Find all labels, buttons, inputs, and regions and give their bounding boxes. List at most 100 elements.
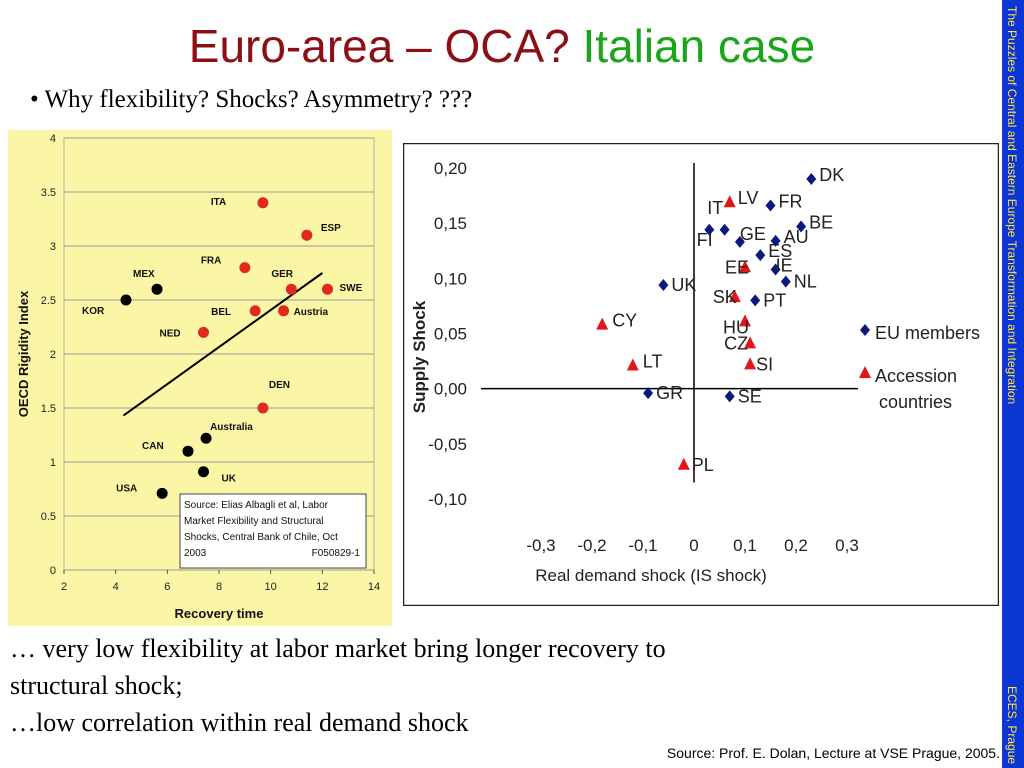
x-tick-label: 0 xyxy=(689,536,698,555)
source-annotation-box xyxy=(179,493,367,569)
data-point xyxy=(739,314,751,327)
sidebar-course-title: The Puzzles of Central and Eastern Europ… xyxy=(1005,6,1019,405)
x-tick-label: 4 xyxy=(113,581,119,593)
point-label: IE xyxy=(776,256,793,276)
point-label: LT xyxy=(643,351,663,371)
slide-title: Euro-area – OCA? Italian case xyxy=(0,18,1004,74)
shock-asymmetry-chart: 0,20 0,15 0,1 0 0,05 0,00 -0,05 -0,10 -0,3 -0,2 -0… xyxy=(403,143,999,606)
x-tick-label: 10 xyxy=(265,581,277,593)
data-point xyxy=(151,283,163,295)
y-tick-label: 0,05 xyxy=(434,325,467,344)
y-tick-label: 0,20 xyxy=(434,159,467,178)
point-label: DK xyxy=(819,165,844,185)
point-label: MEX xyxy=(133,269,155,280)
data-point xyxy=(734,235,745,248)
point-label: UK xyxy=(671,275,696,295)
point-label: GR xyxy=(656,383,683,403)
sidebar-institution: ECES, Prague xyxy=(1005,685,1019,764)
x-axis-label: Recovery time xyxy=(175,606,264,621)
data-point xyxy=(285,283,297,295)
trend-line xyxy=(122,272,323,417)
annotation-code: F050829-1 xyxy=(312,548,361,559)
y-tick-label: 2.5 xyxy=(41,295,56,307)
data-point xyxy=(200,432,212,444)
data-point xyxy=(728,290,741,303)
point-label: AU xyxy=(784,227,809,247)
point-label: CZ xyxy=(724,333,748,353)
y-tick-label: 0.5 xyxy=(41,511,56,523)
point-label: GER xyxy=(271,269,293,280)
x-tick-label: 0,1 xyxy=(733,536,757,555)
data-point xyxy=(239,262,251,274)
data-point xyxy=(719,223,730,236)
x-tick-label: 2 xyxy=(61,581,67,593)
legend-label-accession-countries: Accession countries xyxy=(875,366,957,412)
point-label: BE xyxy=(809,212,833,232)
data-point xyxy=(723,195,736,208)
point-label: FI xyxy=(697,230,713,250)
data-point xyxy=(859,366,871,378)
data-point xyxy=(724,390,735,403)
title-part-euro-area: Euro-area – OCA? xyxy=(188,20,570,72)
point-label: BEL xyxy=(211,307,231,318)
data-point xyxy=(596,317,609,330)
data-point xyxy=(257,402,269,414)
sidebar-banner: The Puzzles of Central and Eastern Europ… xyxy=(1002,0,1024,768)
x-tick-label: -0,3 xyxy=(526,536,555,555)
point-label: SI xyxy=(756,354,773,374)
y-tick-label: -0,10 xyxy=(428,490,467,509)
data-point xyxy=(677,457,690,470)
chart-frame xyxy=(403,143,999,606)
x-tick-label: -0,1 xyxy=(628,536,657,555)
point-label: SWE xyxy=(340,283,363,294)
x-tick-label: 0,2 xyxy=(784,536,808,555)
point-label: CAN xyxy=(142,441,164,452)
x-tick-label: -0,2 xyxy=(577,536,606,555)
y-tick-label: 4 xyxy=(50,133,56,145)
data-point xyxy=(249,305,261,317)
data-point xyxy=(770,263,781,276)
y-tick-label: 0 xyxy=(50,565,56,577)
point-label: Australia xyxy=(210,422,253,433)
annotation-line: Source: Elias Albagli et al, Labor xyxy=(184,500,329,511)
data-point xyxy=(156,487,168,499)
y-tick-label: 2 xyxy=(50,349,56,361)
data-point xyxy=(750,294,761,307)
conclusion-line-1: … very low flexibility at labor market b… xyxy=(10,634,666,663)
y-axis-label: Supply Shock xyxy=(410,300,429,413)
point-label: PL xyxy=(692,455,714,475)
point-label: NED xyxy=(160,328,181,339)
data-point xyxy=(704,223,715,236)
point-label: PT xyxy=(763,290,786,310)
data-point xyxy=(806,173,817,186)
point-label: UK xyxy=(222,474,237,485)
title-part-italian-case: Italian case xyxy=(582,20,816,72)
data-point xyxy=(739,260,751,273)
point-label: GE xyxy=(740,224,766,244)
y-tick-label: 0,15 xyxy=(434,214,467,233)
data-point xyxy=(120,294,132,306)
point-label: HU xyxy=(723,317,749,337)
data-point xyxy=(198,326,209,338)
y-tick-label: 3.5 xyxy=(41,187,56,199)
data-point xyxy=(765,199,776,212)
data-point xyxy=(643,387,654,400)
x-axis-label: Real demand shock (IS shock) xyxy=(535,566,767,585)
data-point xyxy=(755,249,766,262)
x-tick-label: 8 xyxy=(216,581,222,593)
conclusion-line-2: structural shock; xyxy=(10,671,183,700)
y-tick-label: -0,05 xyxy=(428,435,467,454)
data-point xyxy=(860,324,870,336)
point-label: SK xyxy=(713,287,737,307)
point-label: EE xyxy=(725,257,749,277)
x-tick-label: 6 xyxy=(164,581,170,593)
annotation-line: Market Flexibility and Structural xyxy=(184,516,324,527)
point-label: IT xyxy=(707,198,723,218)
data-point xyxy=(626,358,639,371)
x-tick-label: 0,3 xyxy=(835,536,859,555)
x-tick-label: 14 xyxy=(368,581,380,593)
y-tick-label: 0,00 xyxy=(434,380,467,399)
y-tick-label: 3 xyxy=(50,241,56,253)
data-point xyxy=(198,466,209,478)
conclusion-text: … very low flexibility at labor market b… xyxy=(10,630,970,741)
